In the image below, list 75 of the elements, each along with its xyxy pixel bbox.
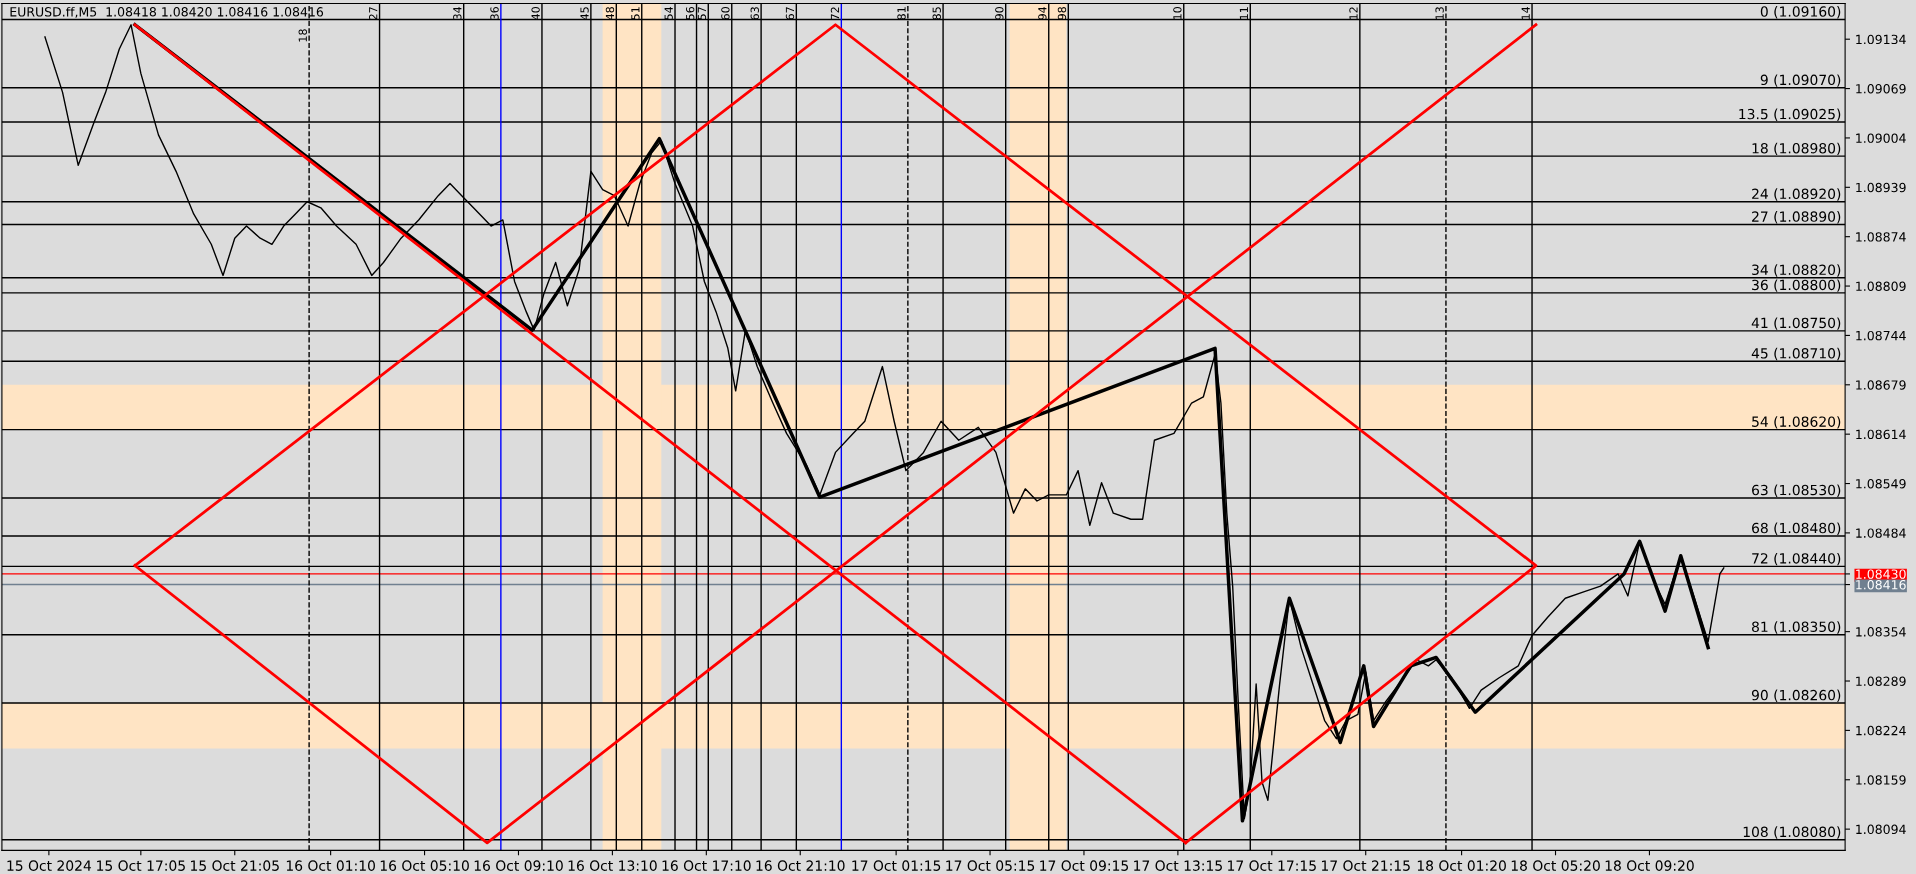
x-tick-label: 17 Oct 13:15 <box>1134 860 1222 871</box>
annotation: 57 <box>697 7 707 20</box>
ref-line-label: 13.5 (1.09025) <box>1739 108 1841 121</box>
annotation: 54 <box>664 6 673 20</box>
y-tick-label: 1.08679 <box>1856 380 1906 390</box>
annotation: 13 <box>1435 7 1444 20</box>
x-tick-label: 17 Oct 21:15 <box>1321 860 1410 871</box>
x-tick-label: 15 Oct 17:05 <box>97 860 185 871</box>
y-tick-label: 1.08484 <box>1856 528 1906 538</box>
x-tick-label: 18 Oct 05:20 <box>1511 860 1600 871</box>
annotation: 34 <box>453 6 462 20</box>
ref-line-label: 27 (1.08890) <box>1752 211 1841 224</box>
annotation: 72 <box>830 7 840 20</box>
y-tick-label: 1.09134 <box>1856 34 1906 45</box>
ref-line-label: 9 (1.09070) <box>1760 74 1841 87</box>
y-tick-label: 1.08874 <box>1856 232 1906 242</box>
x-tick-label: 17 Oct 09:15 <box>1040 860 1129 871</box>
annotation: 85 <box>932 7 941 20</box>
y-tick-label: 1.08224 <box>1856 725 1906 736</box>
y-tick-label: 1.08159 <box>1856 775 1906 785</box>
y-tick-label: 1.08809 <box>1856 281 1906 291</box>
annotation: 48 <box>605 7 615 20</box>
y-tick-label: 1.08939 <box>1856 182 1906 193</box>
annotation: 14 <box>1521 6 1530 20</box>
ref-line-label: 81 (1.08350) <box>1752 621 1841 634</box>
x-tick-label: 15 Oct 2024 <box>7 860 92 871</box>
annotation: 36 <box>490 6 499 20</box>
annotation: 27 <box>369 7 378 20</box>
annotation: 18 <box>298 29 307 42</box>
x-tick-label: 18 Oct 09:20 <box>1605 860 1694 871</box>
x-tick-label: 17 Oct 05:15 <box>946 860 1035 871</box>
y-tick-label: 1.08549 <box>1856 479 1906 489</box>
x-tick-label: 16 Oct 01:10 <box>286 860 375 871</box>
x-tick-label: 18 Oct 01:20 <box>1417 860 1506 871</box>
ref-line-label: 68 (1.08480) <box>1752 522 1841 535</box>
y-tick-label: 1.09069 <box>1856 84 1906 94</box>
ref-line-label: 72 (1.08440) <box>1752 552 1841 566</box>
ref-line-label: 108 (1.08080) <box>1743 826 1841 839</box>
y-tick-label: 1.08430 <box>1856 569 1906 579</box>
x-tick-label: 16 Oct 05:10 <box>380 860 469 871</box>
y-tick-label: 1.08416 <box>1856 580 1906 590</box>
x-tick-label: 17 Oct 01:15 <box>852 860 941 871</box>
x-tick-label: 16 Oct 17:10 <box>662 860 751 871</box>
y-tick-label: 1.08614 <box>1856 429 1906 440</box>
y-tick-label: 1.08289 <box>1856 676 1906 686</box>
annotation: 94 <box>1038 6 1047 20</box>
annotation: 45 <box>580 7 589 20</box>
ref-line-label: 36 (1.08800) <box>1752 279 1841 292</box>
ref-line-label: 18 (1.08980) <box>1752 142 1841 156</box>
y-tick-label: 1.08744 <box>1856 330 1906 341</box>
annotation: 10 <box>1173 7 1182 20</box>
annotation: 51 <box>631 7 640 20</box>
y-tick-label: 1.08354 <box>1856 627 1906 637</box>
annotation: 11 <box>1239 7 1248 20</box>
annotation: 81 <box>897 7 906 20</box>
chart-title: EURUSD.ff,M5 1.08418 1.08420 1.08416 1.08416 <box>10 6 324 18</box>
x-tick-label: 16 Oct 13:10 <box>568 860 657 871</box>
x-tick-label: 16 Oct 09:10 <box>474 860 563 871</box>
annotation: 90 <box>995 7 1004 20</box>
ref-line-label: 24 (1.08920) <box>1752 188 1841 201</box>
ref-line-label: 0 (1.09160) <box>1760 6 1841 19</box>
y-tick-label: 1.09004 <box>1856 133 1906 143</box>
ref-line-label: 45 (1.08710) <box>1751 347 1841 361</box>
ref-line-label: 41 (1.08750) <box>1751 317 1841 330</box>
ref-line-label: 90 (1.08260) <box>1751 689 1841 702</box>
x-tick-label: 16 Oct 21:10 <box>756 860 845 871</box>
ref-line-label: 54 (1.08620) <box>1752 416 1841 429</box>
ref-line-label: 34 (1.08820) <box>1752 264 1841 277</box>
x-tick-label: 17 Oct 17:15 <box>1228 860 1316 871</box>
annotation: 56 <box>685 6 695 20</box>
annotation: 12 <box>1349 7 1358 20</box>
ref-line-label: 63 (1.08530) <box>1752 484 1841 497</box>
y-tick-label: 1.08094 <box>1856 824 1906 835</box>
annotation: 98 <box>1057 7 1067 20</box>
x-tick-label: 15 Oct 21:05 <box>191 860 279 871</box>
